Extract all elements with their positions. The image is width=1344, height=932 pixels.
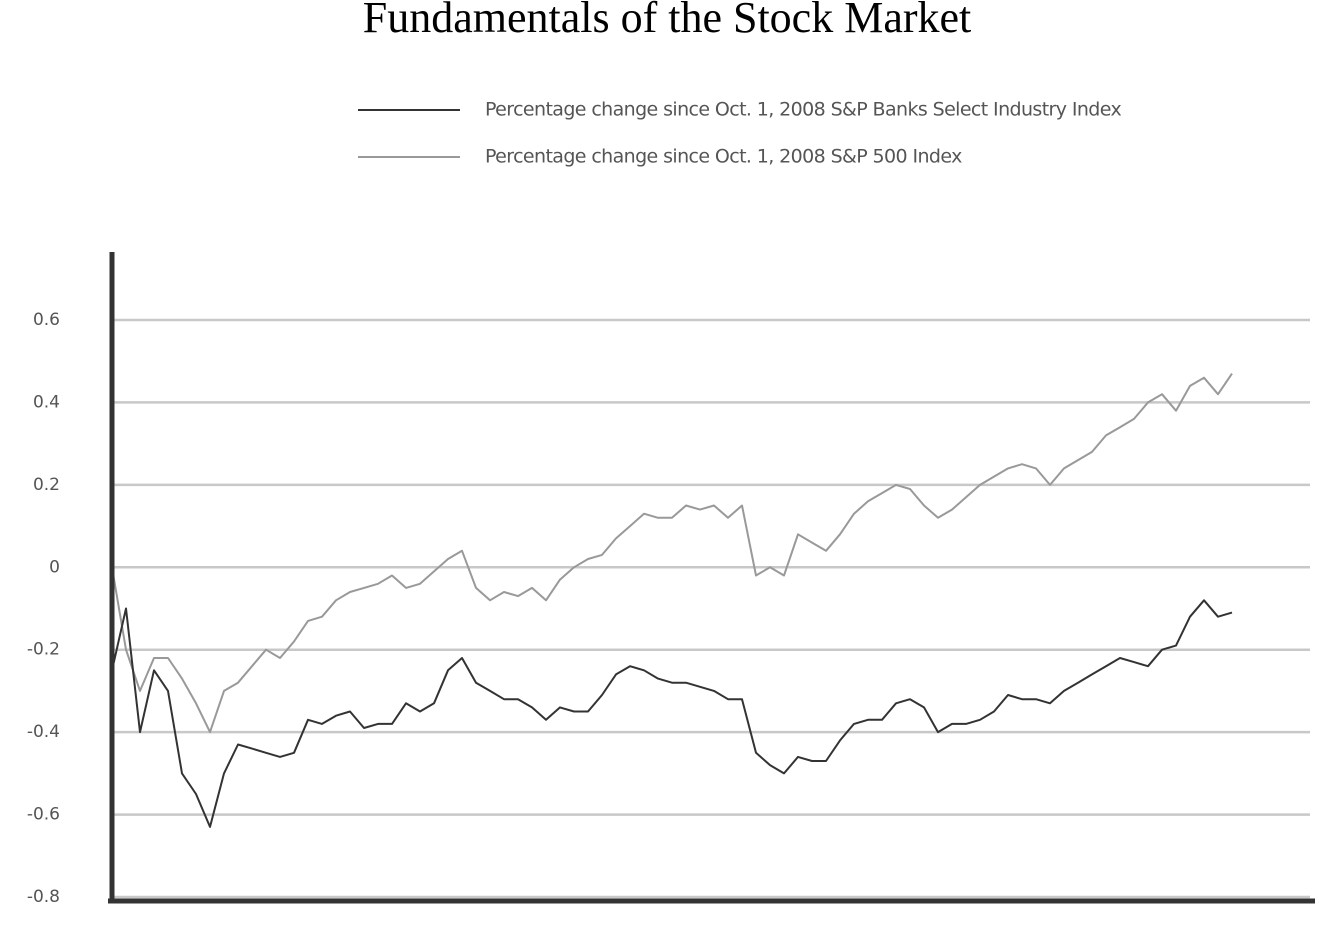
y-tick-label: -0.6 bbox=[27, 805, 60, 825]
y-tick-label: -0.8 bbox=[27, 887, 60, 907]
y-tick-label: 0.4 bbox=[33, 392, 60, 412]
plot bbox=[111, 373, 1233, 828]
legend-label: Percentage change since Oct. 1, 2008 S&P… bbox=[485, 99, 1122, 121]
grid bbox=[112, 318, 1310, 899]
y-tick-label: 0.2 bbox=[33, 475, 60, 495]
series-line bbox=[111, 373, 1233, 734]
series-line bbox=[111, 599, 1233, 828]
y-tick-label: 0.6 bbox=[33, 310, 60, 330]
legend-label: Percentage change since Oct. 1, 2008 S&P… bbox=[485, 146, 962, 168]
y-tick-label: -0.4 bbox=[27, 722, 60, 742]
y-tick-label: 0 bbox=[49, 557, 60, 577]
chart-title: Fundamentals of the Stock Market bbox=[363, 0, 972, 42]
y-tick-label: -0.2 bbox=[27, 640, 60, 660]
